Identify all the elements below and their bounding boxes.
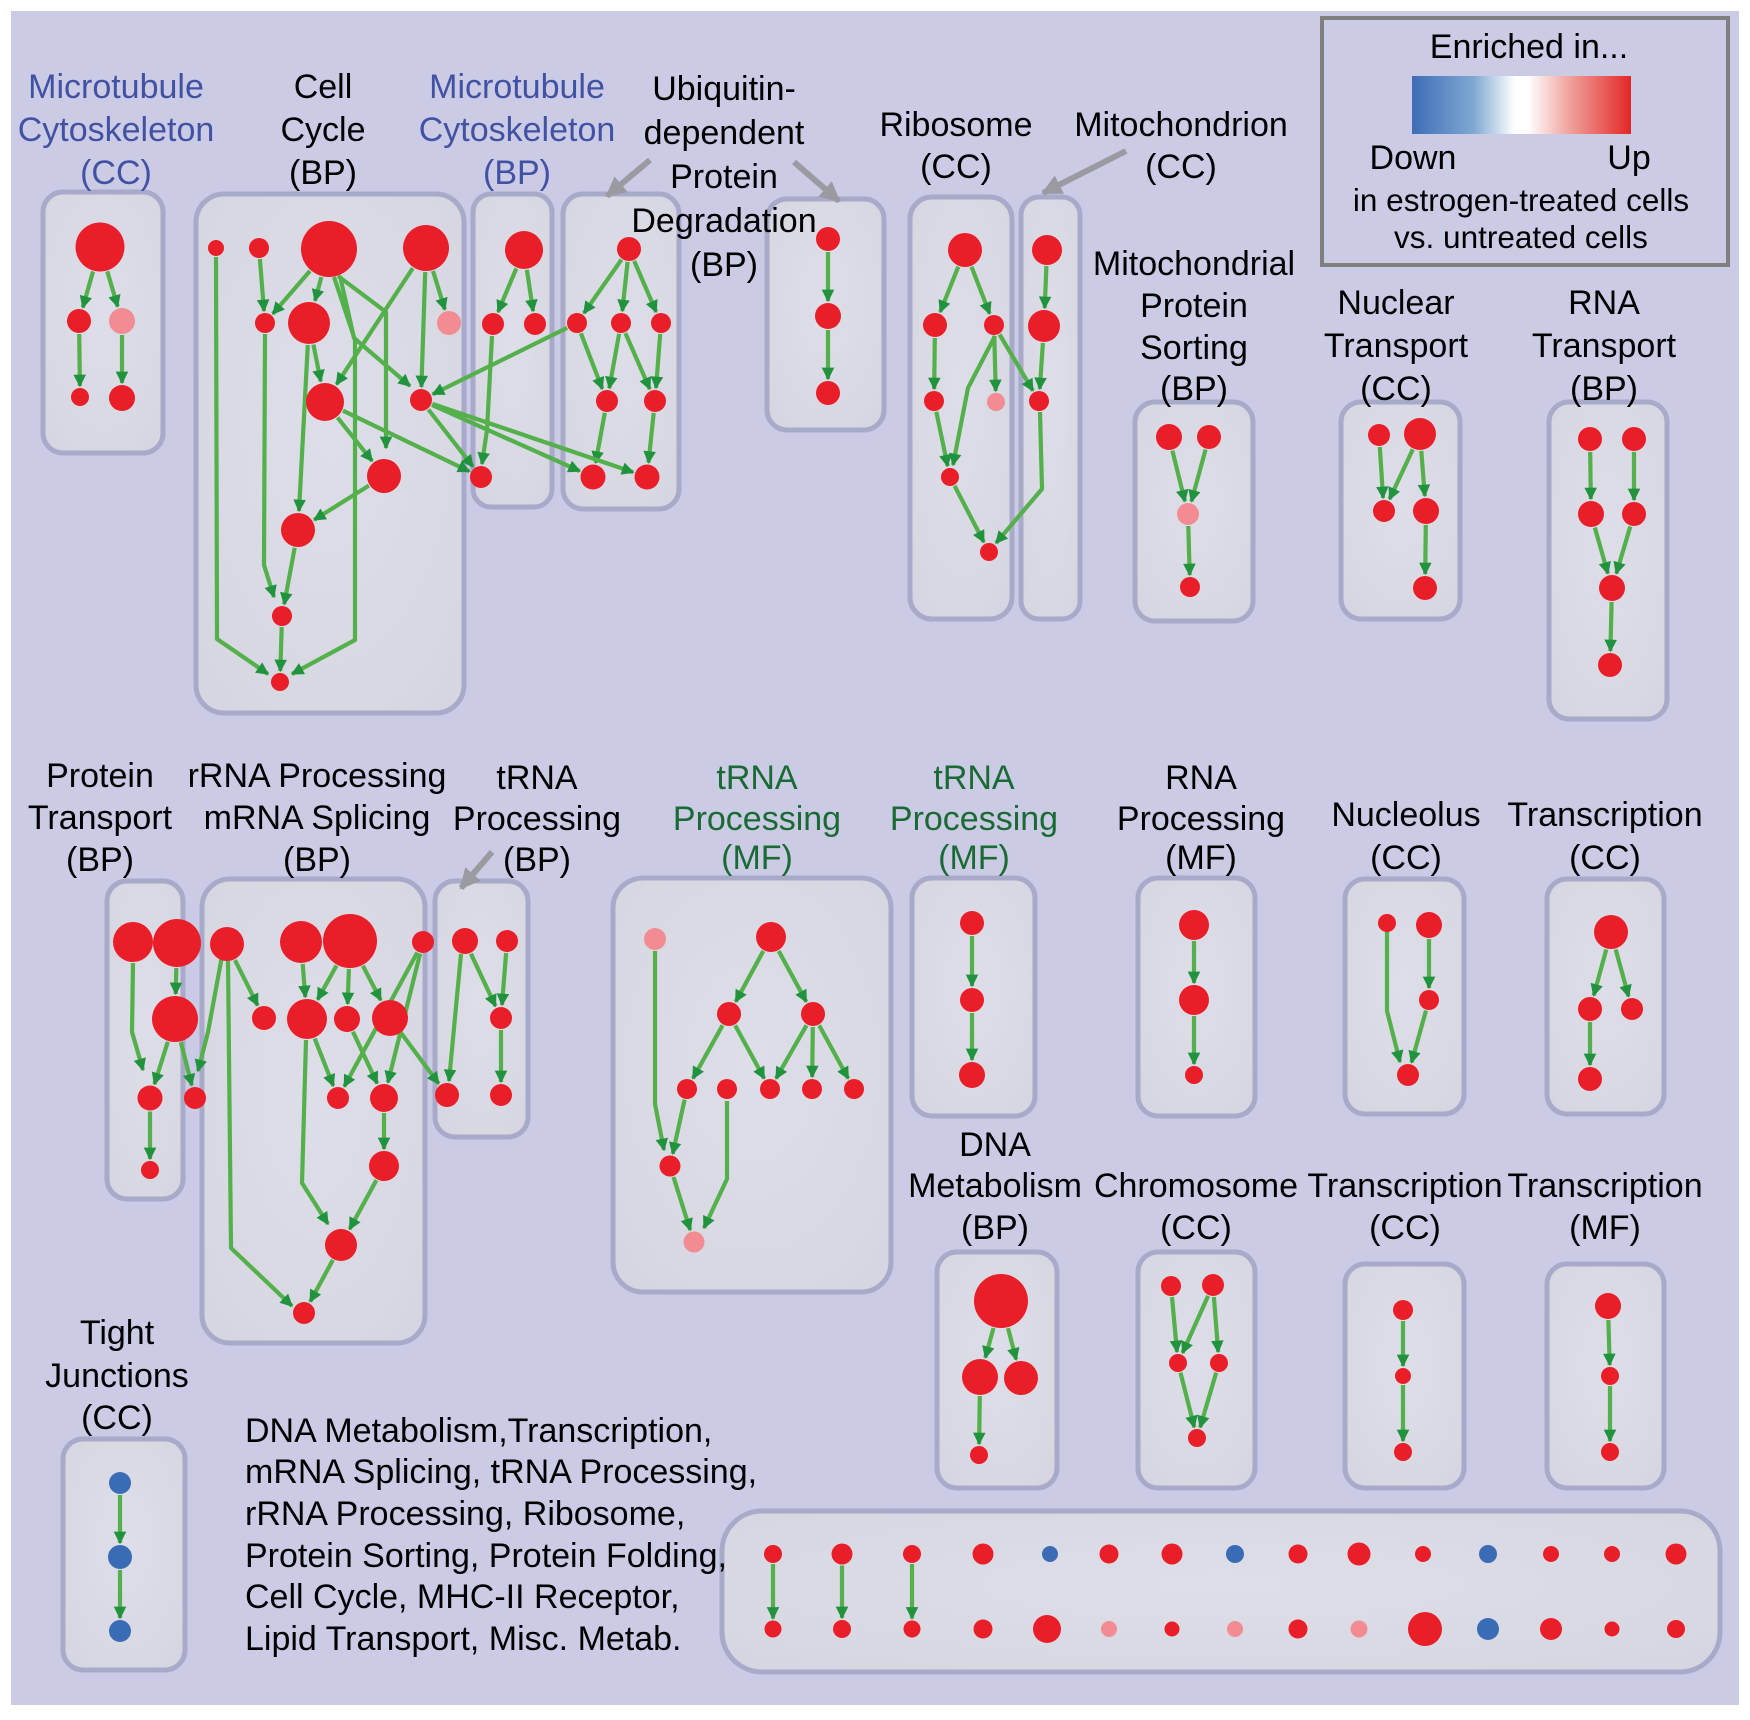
svg-text:(BP): (BP) (961, 1209, 1029, 1247)
svg-text:(CC): (CC) (1160, 1209, 1232, 1247)
svg-text:Transport: Transport (1532, 327, 1677, 365)
svg-text:Nuclear: Nuclear (1337, 284, 1454, 322)
svg-text:DNA Metabolism,Transcription,: DNA Metabolism,Transcription, (245, 1412, 712, 1450)
svg-text:Mitochondrial: Mitochondrial (1093, 245, 1295, 283)
svg-text:mRNA Splicing: mRNA Splicing (204, 799, 431, 837)
svg-text:Up: Up (1607, 139, 1650, 177)
svg-text:(BP): (BP) (283, 841, 351, 879)
svg-text:(CC): (CC) (1369, 1209, 1441, 1247)
svg-text:Cycle: Cycle (280, 111, 365, 149)
svg-text:Processing: Processing (453, 800, 621, 838)
svg-text:Enriched in...: Enriched in... (1430, 28, 1628, 66)
svg-text:tRNA: tRNA (933, 759, 1015, 797)
svg-text:Cell Cycle, MHC-II Receptor,: Cell Cycle, MHC-II Receptor, (245, 1578, 680, 1616)
svg-text:Microtubule: Microtubule (429, 68, 605, 106)
svg-text:(BP): (BP) (503, 841, 571, 879)
svg-text:RNA: RNA (1568, 284, 1640, 322)
svg-text:(BP): (BP) (690, 246, 758, 284)
svg-text:(MF): (MF) (1569, 1209, 1641, 1247)
svg-text:Microtubule: Microtubule (28, 68, 204, 106)
svg-text:Down: Down (1370, 139, 1457, 177)
svg-text:RNA: RNA (1165, 759, 1237, 797)
svg-text:(BP): (BP) (1160, 370, 1228, 408)
svg-text:(CC): (CC) (81, 1399, 153, 1437)
svg-text:Sorting: Sorting (1140, 329, 1248, 367)
svg-text:Tight: Tight (80, 1314, 155, 1352)
svg-text:Ribosome: Ribosome (879, 106, 1032, 144)
svg-text:Lipid Transport, Misc. Metab.: Lipid Transport, Misc. Metab. (245, 1620, 682, 1658)
svg-text:Protein: Protein (46, 757, 154, 795)
svg-text:Metabolism: Metabolism (908, 1167, 1082, 1205)
svg-text:Cytoskeleton: Cytoskeleton (18, 111, 215, 149)
svg-text:(MF): (MF) (938, 839, 1010, 877)
svg-text:(CC): (CC) (1145, 148, 1217, 186)
svg-text:(CC): (CC) (80, 154, 152, 192)
svg-text:(CC): (CC) (1360, 370, 1432, 408)
svg-text:Protein: Protein (1140, 287, 1248, 325)
svg-text:Mitochondrion: Mitochondrion (1074, 106, 1288, 144)
svg-text:Processing: Processing (1117, 800, 1285, 838)
svg-text:Transport: Transport (1324, 327, 1469, 365)
svg-text:Ubiquitin-: Ubiquitin- (652, 70, 796, 108)
svg-text:(BP): (BP) (483, 154, 551, 192)
svg-text:Cytoskeleton: Cytoskeleton (419, 111, 616, 149)
svg-text:(MF): (MF) (721, 839, 793, 877)
svg-text:Transcription: Transcription (1507, 796, 1702, 834)
svg-text:Transcription: Transcription (1307, 1167, 1502, 1205)
svg-text:in estrogen-treated cells: in estrogen-treated cells (1353, 182, 1689, 218)
svg-text:Processing: Processing (673, 800, 841, 838)
svg-text:(BP): (BP) (66, 841, 134, 879)
svg-text:vs. untreated cells: vs. untreated cells (1394, 219, 1648, 255)
svg-text:dependent: dependent (644, 114, 805, 152)
svg-text:rRNA Processing: rRNA Processing (188, 757, 447, 795)
svg-text:Nucleolus: Nucleolus (1331, 796, 1480, 834)
svg-text:mRNA Splicing, tRNA Processing: mRNA Splicing, tRNA Processing, (245, 1453, 757, 1491)
svg-text:DNA: DNA (959, 1126, 1031, 1164)
svg-text:Cell: Cell (294, 68, 353, 106)
svg-text:Protein Sorting, Protein Foldi: Protein Sorting, Protein Folding, (245, 1537, 727, 1575)
svg-text:(MF): (MF) (1165, 839, 1237, 877)
svg-text:Processing: Processing (890, 800, 1058, 838)
svg-text:rRNA Processing, Ribosome,: rRNA Processing, Ribosome, (245, 1495, 685, 1533)
svg-text:Junctions: Junctions (45, 1357, 189, 1395)
svg-text:(CC): (CC) (1569, 839, 1641, 877)
svg-text:tRNA: tRNA (716, 759, 798, 797)
svg-text:Transport: Transport (28, 799, 173, 837)
svg-text:Transcription: Transcription (1507, 1167, 1702, 1205)
svg-text:(CC): (CC) (920, 148, 992, 186)
svg-text:(CC): (CC) (1370, 839, 1442, 877)
svg-text:(BP): (BP) (289, 154, 357, 192)
svg-text:tRNA: tRNA (496, 759, 578, 797)
svg-text:(BP): (BP) (1570, 370, 1638, 408)
svg-text:Chromosome: Chromosome (1094, 1167, 1298, 1205)
svg-text:Degradation: Degradation (631, 202, 816, 240)
svg-text:Protein: Protein (670, 158, 778, 196)
